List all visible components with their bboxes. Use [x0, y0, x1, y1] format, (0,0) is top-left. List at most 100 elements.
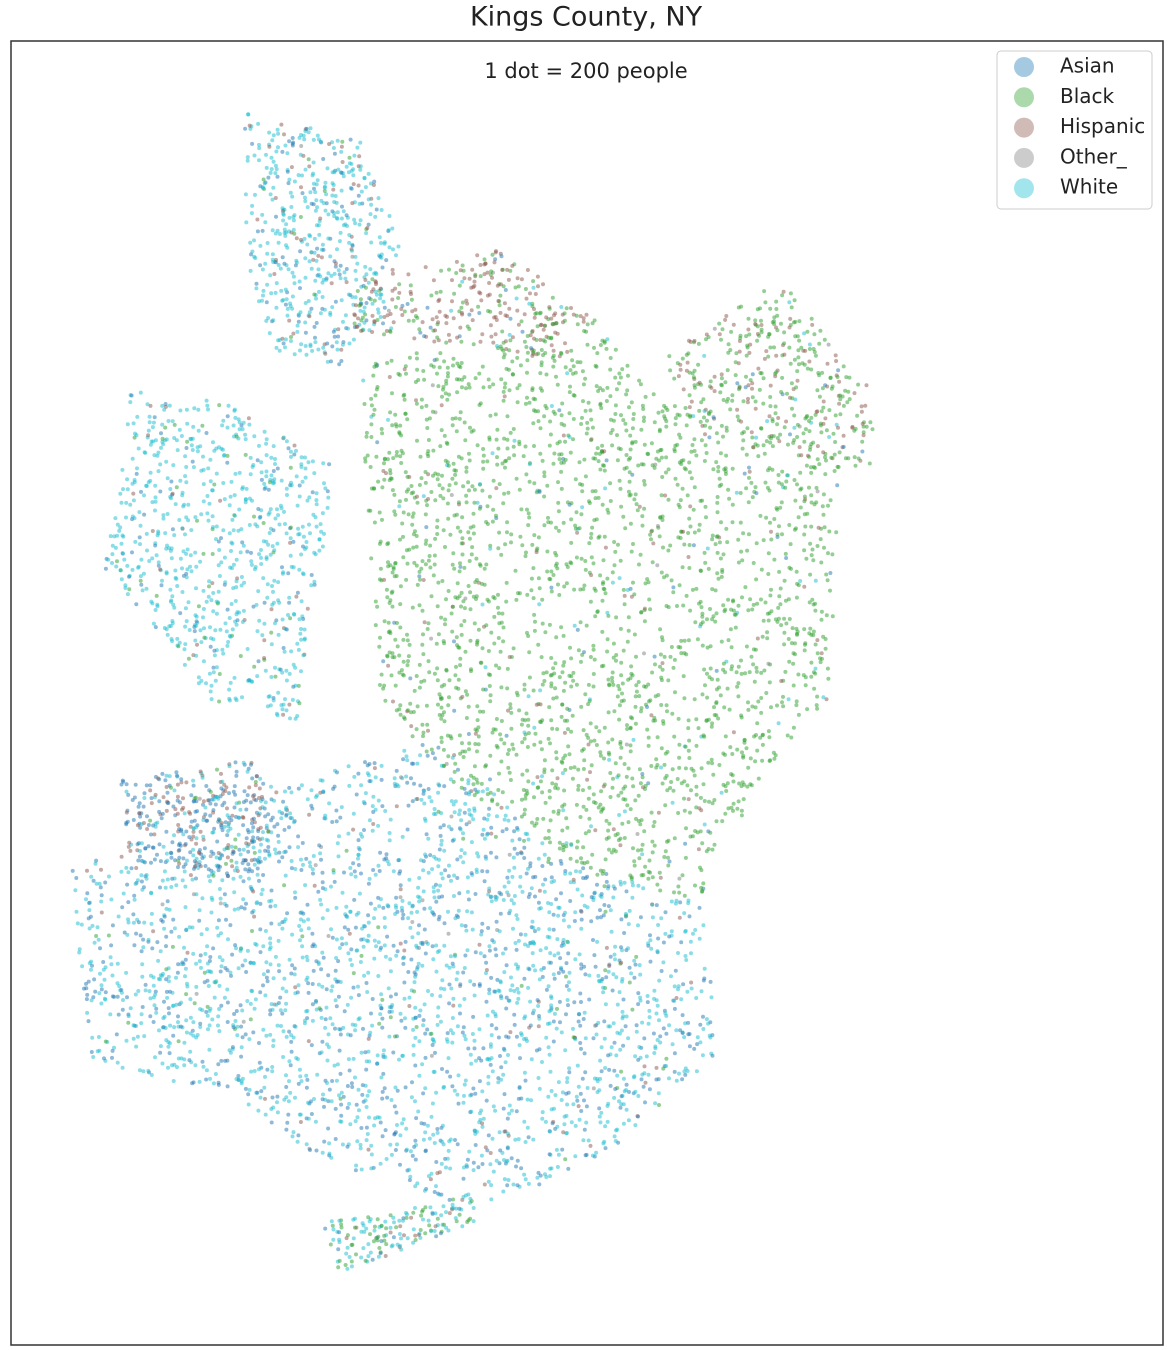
dot	[369, 422, 374, 427]
dot	[788, 316, 793, 321]
dot	[802, 532, 807, 537]
dot	[206, 407, 210, 412]
dot	[229, 479, 234, 484]
dot	[431, 573, 436, 578]
dot	[343, 313, 348, 318]
dot	[571, 437, 575, 442]
dot	[420, 642, 425, 647]
dot	[394, 253, 398, 258]
dot	[547, 306, 552, 311]
dot	[687, 516, 692, 521]
dot	[619, 504, 624, 509]
dot	[754, 577, 759, 582]
dot	[703, 432, 707, 437]
dot	[439, 403, 444, 408]
dot	[707, 799, 711, 804]
dot	[524, 296, 529, 301]
dot	[390, 488, 395, 493]
dot	[152, 415, 157, 420]
dot	[287, 702, 292, 707]
dot	[298, 215, 303, 219]
dot	[369, 403, 374, 408]
dot	[700, 620, 705, 625]
dot	[816, 525, 821, 530]
dot	[183, 454, 188, 459]
dot	[223, 621, 228, 626]
dot	[186, 518, 191, 523]
dot	[295, 641, 300, 646]
dot	[168, 587, 173, 592]
dot	[224, 785, 229, 790]
dot	[505, 666, 510, 671]
dot	[563, 767, 568, 772]
dot	[219, 536, 223, 541]
dot	[176, 865, 180, 870]
dot	[282, 649, 287, 654]
dot	[673, 422, 678, 427]
dot	[774, 353, 779, 358]
dot	[484, 520, 489, 524]
dot	[378, 566, 383, 571]
dot	[412, 336, 417, 341]
dot	[738, 491, 743, 495]
dot	[281, 218, 286, 223]
dot	[423, 265, 428, 270]
dot	[757, 387, 762, 392]
dot	[498, 293, 503, 298]
dot	[755, 338, 760, 343]
dot	[400, 898, 405, 903]
dot	[495, 283, 500, 288]
dot	[291, 684, 296, 689]
dot	[532, 628, 537, 633]
dot	[694, 743, 699, 748]
dot	[552, 451, 557, 456]
dot	[216, 539, 221, 544]
dot	[551, 364, 556, 369]
dot	[267, 130, 272, 135]
dot	[439, 268, 444, 273]
dot	[538, 310, 543, 315]
dot	[809, 660, 814, 665]
dot	[744, 486, 749, 491]
dot	[712, 705, 716, 710]
dot	[384, 329, 389, 333]
dot	[397, 670, 402, 675]
dot	[312, 186, 316, 191]
dot	[554, 750, 559, 755]
dot	[499, 805, 504, 810]
dot	[482, 566, 487, 571]
dot	[682, 696, 687, 701]
dot	[382, 241, 387, 246]
dot	[137, 801, 142, 806]
dot	[454, 635, 459, 640]
dot	[808, 444, 813, 449]
dot	[683, 744, 688, 749]
dot	[398, 423, 403, 428]
dot	[830, 552, 835, 557]
dot	[725, 781, 730, 786]
dot	[753, 399, 758, 404]
dot	[772, 315, 777, 320]
dot	[519, 814, 524, 819]
dot	[599, 809, 604, 814]
dot	[336, 167, 341, 172]
dot	[599, 406, 604, 410]
dot	[776, 616, 781, 621]
dot	[439, 705, 444, 710]
dot	[561, 433, 566, 438]
dot	[461, 484, 466, 489]
dot	[303, 344, 308, 348]
dot	[548, 741, 552, 746]
dot	[450, 416, 455, 421]
dot	[159, 583, 164, 588]
dot	[562, 802, 567, 807]
dot	[756, 366, 761, 371]
dot	[692, 449, 697, 453]
dot	[184, 829, 189, 834]
dot	[799, 453, 804, 458]
dot	[813, 578, 818, 583]
dot	[767, 680, 772, 685]
dot	[697, 601, 701, 606]
dot	[723, 472, 728, 476]
dot	[132, 893, 137, 898]
